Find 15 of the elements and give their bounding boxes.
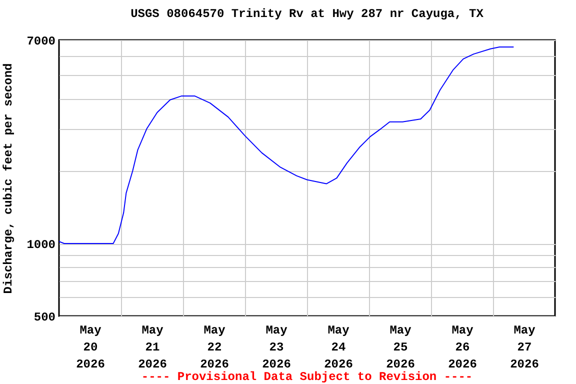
y-tick-label: 1000 <box>26 238 56 252</box>
x-tick-label: May 23 2026 <box>262 324 291 372</box>
text: ---- Provisional Data Subject to Revision ---- <box>141 370 473 384</box>
x-tick-label: May 21 2026 <box>138 324 167 372</box>
y-tick-label: 500 <box>34 310 56 324</box>
y-tick-label: 7000 <box>26 34 56 48</box>
y-axis-title: Discharge, cubic feet per second <box>2 63 16 294</box>
chart-title: USGS 08064570 Trinity Rv at Hwy 287 nr Cayuga, TX <box>130 7 484 21</box>
x-tick-label: May 26 2026 <box>448 324 477 372</box>
x-tick-label: May 24 2026 <box>324 324 353 372</box>
x-tick-label: May 22 2026 <box>200 324 229 372</box>
line-series <box>59 46 514 244</box>
x-tick-label: May 27 2026 <box>510 324 539 372</box>
x-tick-label: May 20 2026 <box>76 324 105 372</box>
x-tick-label: May 25 2026 <box>386 324 415 372</box>
